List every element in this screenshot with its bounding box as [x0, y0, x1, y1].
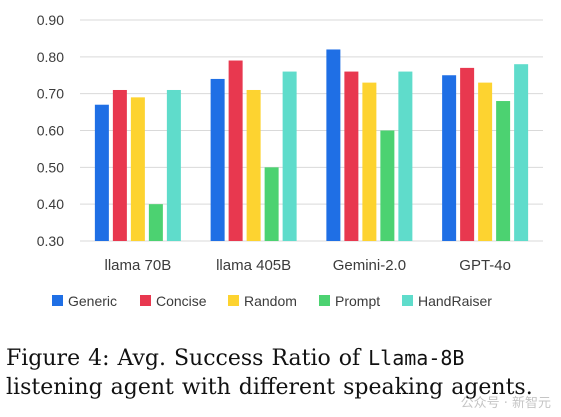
y-tick-label: 0.60 [37, 123, 64, 139]
x-category-label: llama 70B [105, 257, 172, 274]
y-axis-ticks: 0.30 0.40 0.50 0.60 0.70 0.80 0.90 [37, 12, 64, 249]
legend-swatch-handraiser [402, 295, 413, 306]
bar-concise-2 [344, 71, 359, 241]
bar-handraiser-3 [514, 64, 529, 241]
x-axis-categories: llama 70B llama 405B Gemini-2.0 GPT-4o [105, 257, 511, 274]
figure-caption: Figure 4: Avg. Success Ratio of Llama-8B… [6, 344, 554, 402]
legend-label-random: Random [244, 293, 297, 309]
legend-label-prompt: Prompt [335, 293, 380, 309]
legend-swatch-random [228, 295, 239, 306]
y-tick-label: 0.40 [37, 196, 64, 212]
bar-generic-2 [326, 49, 341, 241]
x-category-label: GPT-4o [459, 257, 511, 274]
y-tick-label: 0.50 [37, 159, 64, 175]
caption-model-name: Llama-8B [368, 346, 465, 370]
bar-prompt-2 [380, 130, 395, 241]
bar-concise-3 [460, 67, 475, 241]
bar-handraiser-1 [282, 71, 297, 241]
legend-swatch-prompt [319, 295, 330, 306]
bar-prompt-3 [496, 101, 511, 242]
caption-prefix: Figure 4: Avg. Success Ratio of [6, 346, 369, 371]
bar-prompt-1 [264, 167, 279, 241]
caption-suffix: listening agent with different speaking … [6, 375, 533, 400]
bar-handraiser-0 [166, 89, 181, 241]
watermark: 公众号 · 新智元 [460, 396, 551, 411]
bar-chart: 0.300.400.500.600.700.800.90 llama 70B ll… [37, 12, 543, 309]
y-tick-label: 0.80 [37, 49, 64, 65]
bar-random-2 [362, 82, 377, 241]
bar-concise-1 [228, 60, 243, 242]
y-tick-label: 0.90 [37, 12, 64, 28]
legend-label-handraiser: HandRaiser [418, 293, 492, 309]
bar-random-0 [130, 97, 145, 241]
legend-swatch-concise [140, 295, 151, 306]
x-category-label: llama 405B [216, 257, 291, 274]
y-tick-label: 0.70 [37, 86, 64, 102]
bar-handraiser-2 [398, 71, 413, 241]
bar-random-1 [246, 89, 261, 241]
bar-generic-3 [442, 75, 457, 241]
bar-generic-0 [94, 104, 109, 241]
x-category-label: Gemini-2.0 [333, 257, 406, 274]
bar-prompt-0 [148, 204, 163, 241]
legend: Generic Concise Random Prompt HandRaiser [52, 293, 492, 309]
y-tick-label: 0.30 [37, 233, 64, 249]
bar-concise-0 [112, 89, 127, 241]
legend-label-generic: Generic [68, 293, 117, 309]
legend-swatch-generic [52, 295, 63, 306]
bars [94, 49, 529, 242]
bar-random-3 [478, 82, 493, 241]
legend-label-concise: Concise [156, 293, 207, 309]
bar-generic-1 [210, 78, 225, 241]
